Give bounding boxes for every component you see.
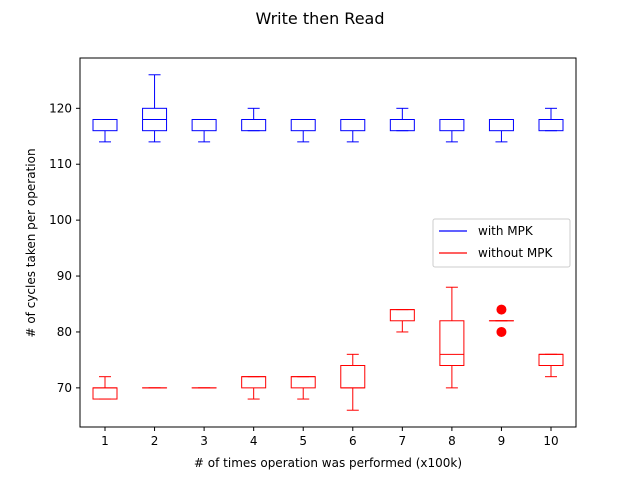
y-tick-label: 80 [57,325,72,339]
x-tick-label: 9 [498,434,506,448]
box-3 [191,119,217,143]
box-4 [241,376,267,400]
box-2 [142,74,168,143]
chart-title: Write then Read [255,9,384,28]
box-8 [439,119,465,143]
series-1 [92,74,564,143]
y-axis-label: # of cycles taken per operation [24,148,38,337]
box-9 [488,304,514,337]
y-tick-label: 100 [49,213,72,227]
box-iqr [241,119,267,132]
x-tick-label: 5 [299,434,307,448]
box-7 [389,107,415,132]
flier-point [496,326,507,337]
box-iqr [538,353,564,366]
y-tick-label: 70 [57,381,72,395]
box-9 [488,119,514,143]
y-tick-label: 120 [49,101,72,115]
x-tick-label: 3 [200,434,208,448]
box-iqr [241,376,267,389]
box-iqr [439,320,465,367]
box-6 [340,353,366,411]
legend-label: without MPK [478,246,554,260]
plot-area [79,57,577,428]
box-iqr [538,119,564,132]
box-iqr [340,365,366,389]
box-iqr [191,119,217,132]
box-iqr [290,376,316,389]
plot-frame [79,57,577,428]
legend-label: with MPK [478,224,534,238]
box-10 [538,107,564,132]
box-7 [389,309,415,333]
flier-point [496,304,507,315]
x-tick-label: 6 [349,434,357,448]
x-axis: 1 2 3 4 5 6 7 8 9 10 [101,427,559,448]
box-4 [241,107,267,132]
box-6 [340,119,366,143]
x-tick-label: 10 [543,434,558,448]
box-iqr [340,119,366,132]
box-1 [92,376,118,400]
x-tick-label: 8 [448,434,456,448]
box-1 [92,119,118,143]
legend: with MPK without MPK [432,218,571,268]
series-2 [92,286,564,411]
x-tick-label: 7 [399,434,407,448]
box-8 [439,286,465,389]
x-tick-label: 1 [101,434,109,448]
box-iqr [389,309,415,322]
box-5 [290,119,316,143]
x-tick-label: 4 [250,434,258,448]
box-iqr [389,119,415,132]
y-tick-label: 90 [57,269,72,283]
box-iqr [92,387,118,400]
x-tick-label: 2 [151,434,159,448]
box-iqr [92,119,118,132]
box-iqr [439,119,465,132]
box-iqr [290,119,316,132]
box-iqr [488,119,514,132]
y-tick-label: 110 [49,157,72,171]
y-axis: 70 80 90 100 110 120 [49,101,80,395]
box-10 [538,353,564,378]
box-5 [290,376,316,400]
legend-box [432,218,571,268]
x-axis-label: # of times operation was performed (x100… [194,456,462,470]
